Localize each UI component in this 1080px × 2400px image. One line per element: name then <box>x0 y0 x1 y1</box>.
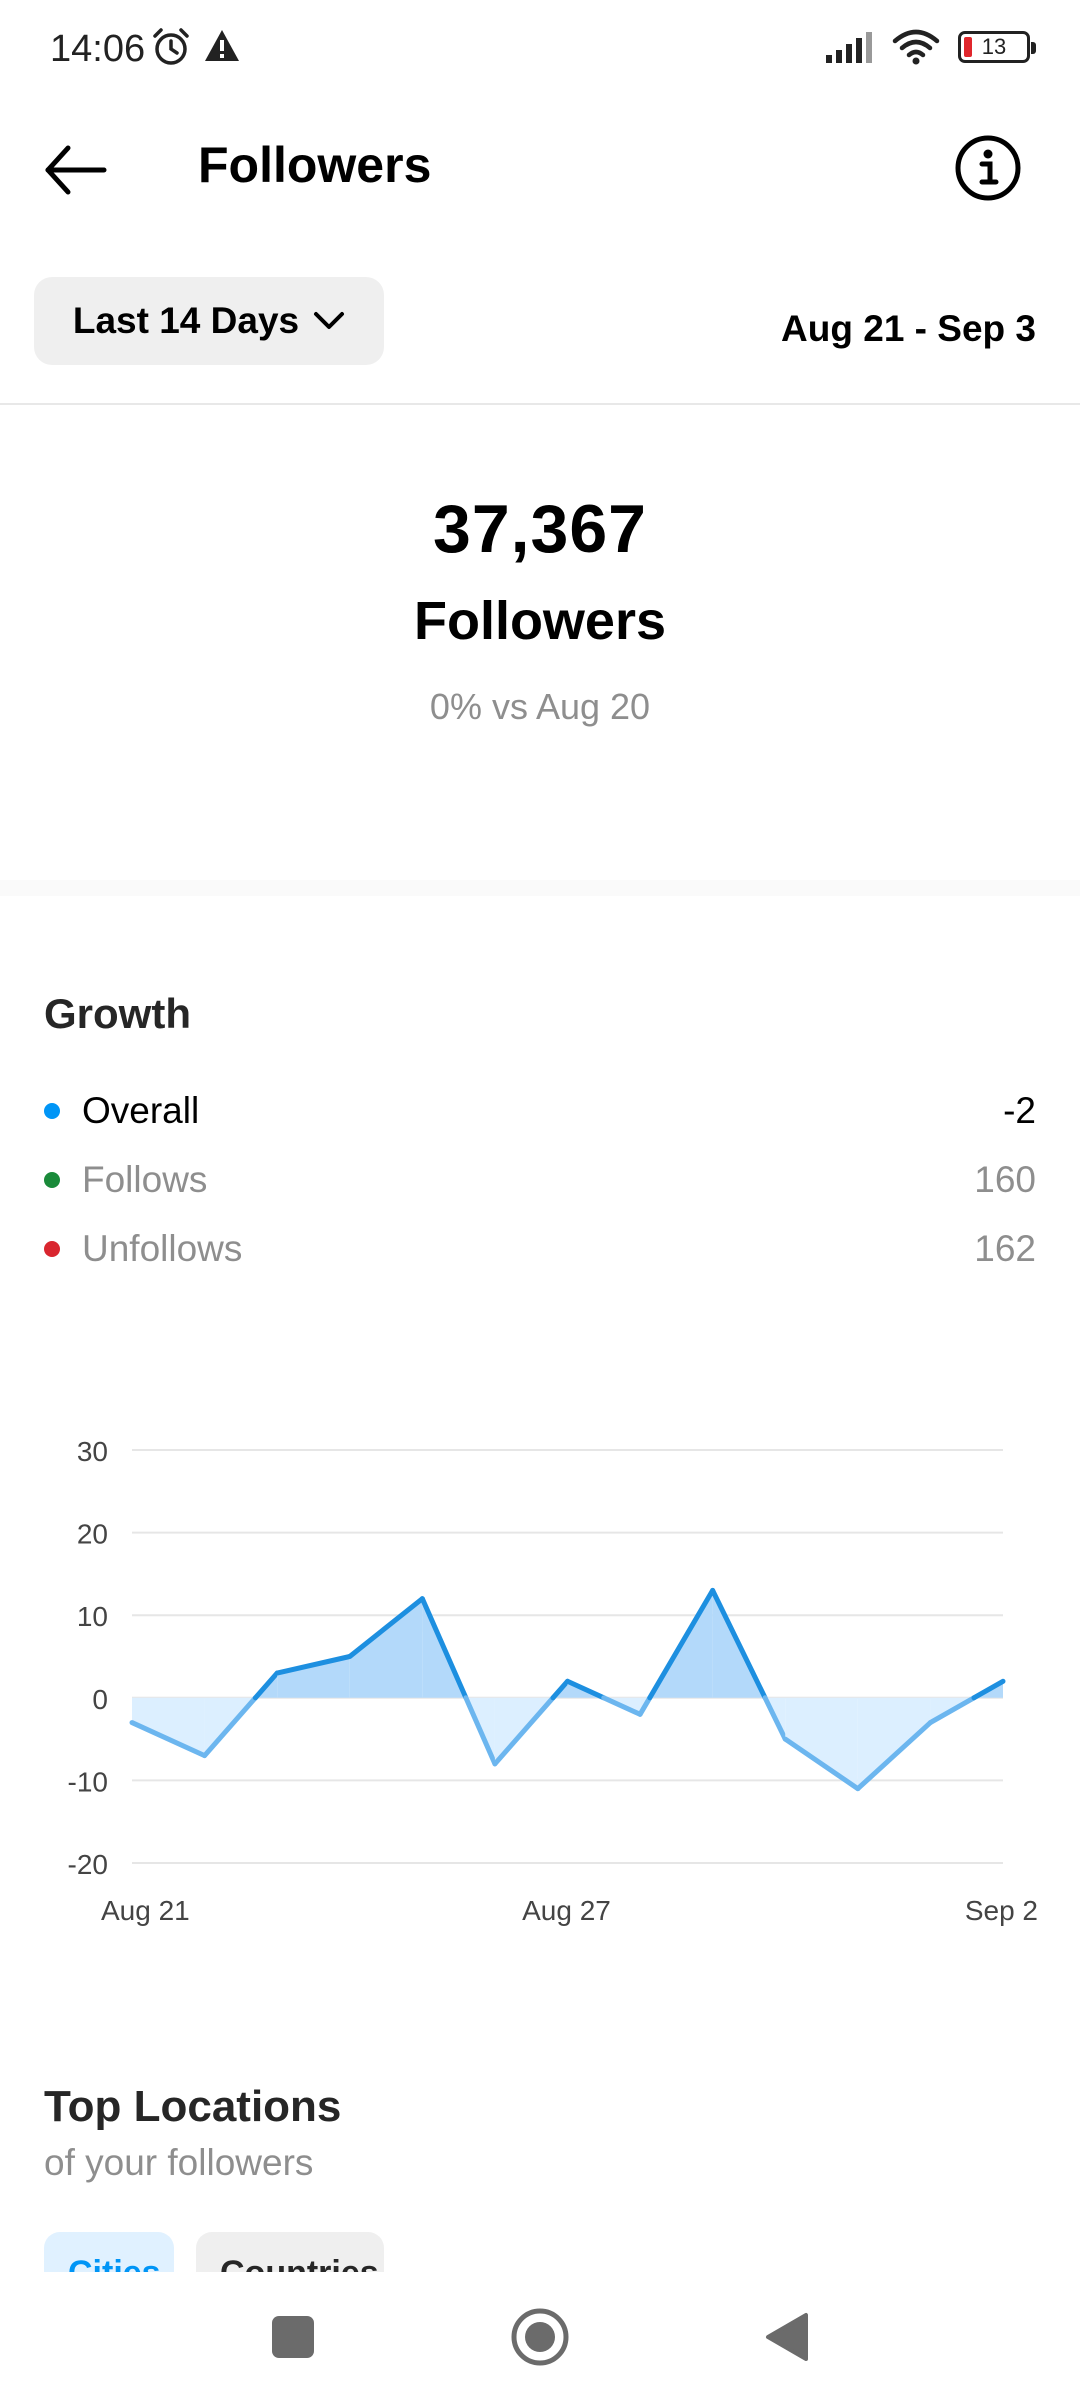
area-negative <box>857 1697 931 1789</box>
area-negative <box>765 1697 786 1740</box>
back-nav-button[interactable] <box>752 2302 822 2372</box>
y-tick-label: 0 <box>92 1684 108 1715</box>
divider <box>0 403 1080 405</box>
legend-value: 162 <box>974 1227 1036 1269</box>
series-line-segment <box>927 1695 977 1726</box>
area-positive <box>349 1598 423 1698</box>
series-line-segment <box>202 1695 258 1759</box>
top-locations-title: Top Locations <box>44 2082 342 2131</box>
area-negative <box>640 1697 650 1715</box>
y-tick-label: 20 <box>77 1519 108 1550</box>
square-icon <box>272 2316 314 2358</box>
signal-icon <box>826 32 872 63</box>
series-line-segment <box>347 1596 425 1659</box>
y-tick-label: 30 <box>77 1436 108 1467</box>
series-line-segment <box>565 1678 607 1701</box>
info-button[interactable] <box>952 132 1024 204</box>
series-line-segment <box>971 1678 1006 1701</box>
y-tick-label: 10 <box>77 1601 108 1632</box>
series-line-segment <box>550 1678 570 1701</box>
series-line-segment <box>274 1654 353 1676</box>
followers-comparison: 0% vs Aug 20 <box>429 686 651 727</box>
circle-icon <box>511 2308 569 2366</box>
series-line-segment <box>710 1587 768 1701</box>
battery-level: 13 <box>981 34 1007 59</box>
growth-chart: 30 20 10 0 -10 -20 Aug 21 Aug 27 Sep 2 <box>68 1436 1038 1926</box>
legend-label: Overall <box>82 1089 200 1131</box>
battery-icon: 13 <box>958 31 1036 63</box>
recents-button[interactable] <box>258 2302 328 2372</box>
status-icons: 13 <box>824 28 1036 66</box>
series-line-segment <box>782 1736 861 1792</box>
series-line-segment <box>601 1695 643 1717</box>
status-bar: 14:06 13 <box>0 0 1080 100</box>
series-line-segment <box>463 1695 498 1767</box>
growth-legend: Overall -2 Follows 160 Unfollows 162 <box>44 1076 1036 1283</box>
followers-summary: 37,367 Followers 0% vs Aug 20 <box>0 490 1080 728</box>
chevron-down-icon <box>314 312 345 329</box>
area-negative <box>204 1697 256 1756</box>
area-negative <box>132 1697 205 1756</box>
area-negative <box>465 1697 495 1764</box>
x-tick-label: Aug 27 <box>522 1895 611 1926</box>
page-title: Followers <box>198 137 432 193</box>
legend-dot <box>44 1240 60 1257</box>
x-tick-label: Sep 2 <box>965 1895 1038 1926</box>
legend-dot <box>44 1171 60 1188</box>
series-line-segment <box>647 1587 716 1701</box>
area-negative <box>494 1697 553 1764</box>
legend-label: Unfollows <box>82 1227 243 1269</box>
series-line-segment <box>492 1695 556 1767</box>
status-time: 14:06 <box>50 28 146 70</box>
legend-label: Follows <box>82 1158 208 1200</box>
app-header: Followers <box>0 100 1080 240</box>
arrow-left-icon <box>45 145 107 195</box>
area-positive <box>277 1656 350 1698</box>
series-line-segment <box>762 1695 788 1742</box>
legend-item-overall: Overall -2 <box>44 1076 1036 1145</box>
tab-countries[interactable]: Countries <box>196 2232 384 2272</box>
x-tick-label: Aug 21 <box>101 1895 190 1926</box>
legend-item-follows: Follows 160 <box>44 1145 1036 1214</box>
legend-item-unfollows: Unfollows 162 <box>44 1214 1036 1283</box>
legend-dot <box>44 1102 60 1119</box>
y-tick-label: -20 <box>68 1849 108 1880</box>
top-locations-subtitle: of your followers <box>44 2142 314 2183</box>
date-range-dropdown-label: Last 14 Days <box>72 300 300 341</box>
warning-icon <box>205 30 239 61</box>
back-button[interactable] <box>40 140 112 200</box>
area-negative <box>603 1697 641 1715</box>
followers-label: Followers <box>413 591 667 651</box>
wifi-icon <box>892 29 940 65</box>
location-tabs: Cities Countries <box>0 2232 1080 2272</box>
home-button[interactable] <box>505 2302 575 2372</box>
followers-count: 37,367 <box>433 491 647 567</box>
growth-title: Growth <box>44 990 191 1037</box>
tab-cities[interactable]: Cities <box>44 2232 174 2272</box>
series-line-segment <box>252 1670 280 1701</box>
date-range-dropdown[interactable]: Last 14 Days <box>34 277 384 365</box>
legend-value: -2 <box>1003 1089 1036 1131</box>
info-icon <box>955 135 1021 201</box>
legend-value: 160 <box>974 1158 1036 1200</box>
date-range-text: Aug 21 - Sep 3 <box>781 308 1036 349</box>
alarm-icon <box>153 28 189 65</box>
series-line-segment <box>129 1720 208 1759</box>
series-line-segment <box>419 1596 469 1701</box>
series-line-segment <box>637 1695 653 1717</box>
series-line-segment <box>855 1720 933 1792</box>
y-tick-label: -10 <box>68 1766 108 1797</box>
system-nav-bar <box>0 2272 1080 2400</box>
area-negative <box>785 1697 858 1789</box>
triangle-back-icon <box>766 2313 808 2361</box>
section-separator <box>0 880 1080 896</box>
